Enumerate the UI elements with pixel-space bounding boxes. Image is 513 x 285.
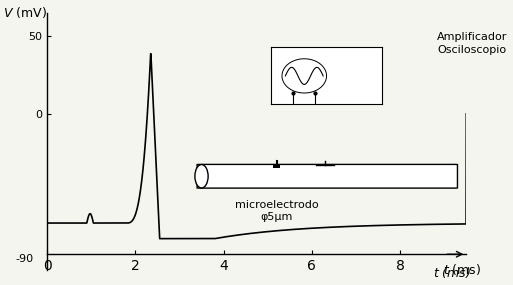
Text: φ5μm: φ5μm xyxy=(260,212,293,222)
Text: $t$ (ms): $t$ (ms) xyxy=(432,265,471,280)
Text: -90: -90 xyxy=(16,254,34,264)
Bar xyxy=(273,164,280,168)
Text: Amplificador
Osciloscopio: Amplificador Osciloscopio xyxy=(437,32,507,55)
Text: $t$ (ms): $t$ (ms) xyxy=(443,262,481,277)
Text: $V$ (mV): $V$ (mV) xyxy=(3,5,47,20)
Ellipse shape xyxy=(195,164,208,188)
Text: microelectrodo: microelectrodo xyxy=(235,200,319,210)
FancyBboxPatch shape xyxy=(197,164,458,188)
